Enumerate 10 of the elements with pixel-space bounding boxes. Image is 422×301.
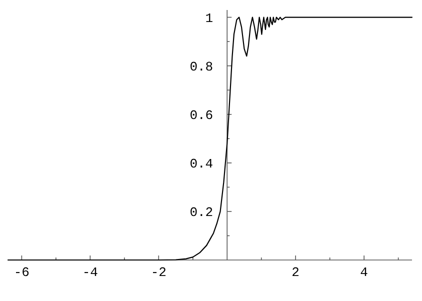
y-tick-label: 0.4 — [190, 156, 214, 172]
x-tick-label: -6 — [14, 265, 30, 280]
x-tick-label: -4 — [82, 265, 98, 280]
y-tick-label: 1 — [205, 10, 214, 26]
y-tick-label: 0.8 — [190, 59, 214, 74]
x-tick-label: 2 — [292, 265, 300, 280]
x-tick-label: 4 — [360, 265, 368, 280]
x-tick-label: -2 — [150, 265, 166, 280]
y-tick-label: 0.6 — [190, 108, 214, 123]
y-tick-label: 0.2 — [190, 204, 214, 220]
